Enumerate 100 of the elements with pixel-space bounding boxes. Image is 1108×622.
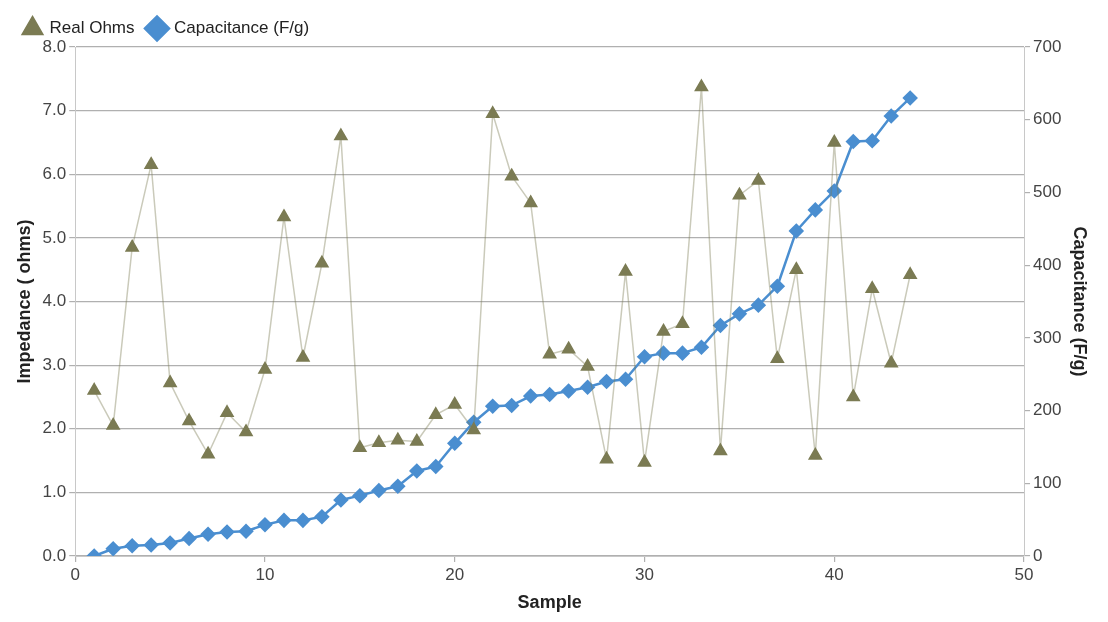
- point: [87, 382, 102, 395]
- point: [105, 541, 121, 556]
- point: [239, 424, 253, 437]
- y2-tick-label: 300: [1033, 327, 1062, 347]
- point: [675, 345, 690, 361]
- point: [599, 451, 614, 464]
- point: [580, 358, 595, 371]
- x-tick-label: 50: [1014, 564, 1034, 584]
- point: [391, 432, 405, 445]
- point: [200, 526, 216, 542]
- point: [808, 202, 823, 218]
- x-tick-label: 0: [70, 564, 80, 584]
- y-axis-title: Impedance ( ohms): [13, 219, 34, 384]
- point: [485, 106, 500, 119]
- x-tick-label: 30: [635, 564, 654, 584]
- point: [466, 422, 481, 435]
- y-tick-label: 6.0: [42, 163, 67, 183]
- point: [219, 524, 235, 540]
- y2-tick-label: 200: [1033, 400, 1062, 420]
- point: [333, 492, 349, 508]
- point: [162, 535, 178, 551]
- point: [713, 318, 728, 333]
- point: [770, 278, 785, 294]
- point: [353, 440, 367, 453]
- point: [732, 187, 747, 200]
- point: [352, 488, 368, 503]
- point: [827, 134, 842, 147]
- point: [827, 183, 842, 199]
- y2-tick-label: 0: [1033, 545, 1043, 565]
- x-tick-label: 20: [445, 564, 465, 584]
- legend-label: Real Ohms: [49, 18, 135, 38]
- point: [276, 513, 292, 528]
- point: [846, 134, 861, 149]
- x-tick-label: 40: [824, 564, 844, 584]
- point: [675, 316, 690, 329]
- point: [504, 398, 519, 413]
- point: [257, 517, 273, 532]
- point: [637, 454, 652, 467]
- point: [428, 459, 444, 474]
- y-tick-label: 3.0: [42, 354, 67, 374]
- point: [182, 413, 196, 426]
- point: [143, 537, 159, 553]
- point: [751, 297, 766, 313]
- y2-tick-label: 400: [1033, 254, 1062, 274]
- point: [694, 79, 709, 92]
- point: [808, 447, 823, 460]
- y-tick-label: 2.0: [42, 418, 67, 438]
- point: [428, 407, 443, 419]
- x-axis-title: Sample: [517, 592, 582, 613]
- point: [865, 281, 880, 294]
- point: [580, 380, 595, 395]
- point: [106, 417, 120, 430]
- point: [315, 255, 329, 268]
- y2-tick-label: 100: [1033, 472, 1062, 492]
- y2-tick-label: 700: [1033, 36, 1062, 56]
- point: [181, 531, 197, 546]
- point: [295, 513, 311, 528]
- point: [864, 133, 880, 149]
- y2-tick-label: 500: [1033, 182, 1062, 202]
- point: [371, 483, 387, 498]
- point: [334, 128, 348, 141]
- point: [523, 195, 538, 208]
- y-tick-label: 7.0: [42, 100, 67, 120]
- point: [201, 446, 215, 459]
- point: [542, 387, 557, 402]
- point: [883, 108, 899, 124]
- point: [713, 443, 728, 456]
- point: [561, 383, 576, 399]
- point: [902, 90, 918, 106]
- point: [884, 355, 899, 368]
- point: [409, 433, 424, 446]
- point: [258, 361, 272, 374]
- point: [637, 349, 652, 365]
- point: [390, 478, 406, 494]
- point: [314, 509, 330, 524]
- point: [238, 524, 254, 539]
- point: [599, 374, 614, 389]
- point: [220, 405, 234, 418]
- point: [789, 223, 804, 239]
- point: [124, 538, 140, 554]
- point: [656, 323, 671, 336]
- point: [523, 388, 538, 404]
- point: [618, 263, 633, 276]
- point: [561, 341, 576, 354]
- y2-tick-label: 600: [1033, 109, 1062, 129]
- point: [694, 340, 709, 355]
- x-tick-label: 10: [255, 564, 275, 584]
- point: [751, 172, 766, 185]
- point: [618, 372, 633, 387]
- legend-label: Capacitance (F/g): [174, 18, 310, 38]
- point: [789, 261, 804, 274]
- y-tick-label: 5.0: [42, 227, 67, 247]
- point: [542, 346, 557, 359]
- point: [277, 209, 291, 222]
- point: [163, 375, 177, 388]
- y-tick-label: 0.0: [42, 545, 67, 565]
- point: [447, 436, 462, 451]
- y-tick-label: 8.0: [42, 36, 67, 56]
- y2-axis-title: Capacitance (F/g): [1070, 226, 1091, 377]
- point: [903, 267, 917, 280]
